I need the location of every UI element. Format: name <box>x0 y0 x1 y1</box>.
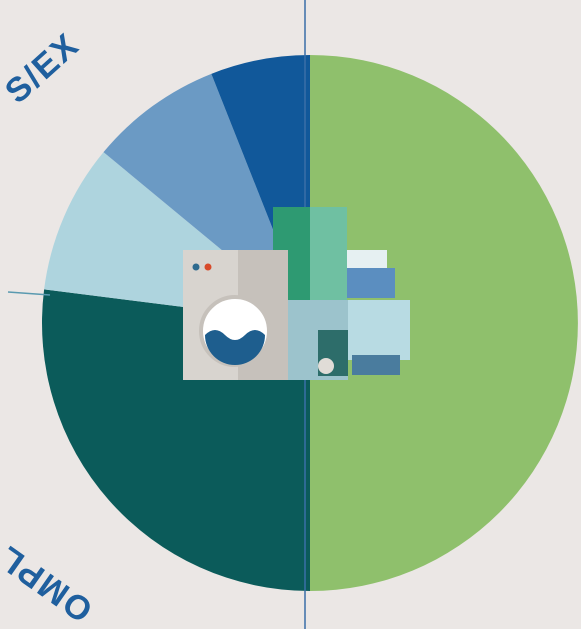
washer-button <box>204 263 212 271</box>
appliance <box>318 358 334 374</box>
appliance <box>348 300 410 360</box>
washer-button <box>192 263 200 271</box>
pie-slice <box>310 55 578 591</box>
pointer-line <box>7 291 51 296</box>
microwave <box>347 250 387 272</box>
appliance-illustration <box>183 207 410 380</box>
appliance <box>347 268 395 298</box>
appliance <box>352 355 400 375</box>
washer-water <box>205 330 265 365</box>
